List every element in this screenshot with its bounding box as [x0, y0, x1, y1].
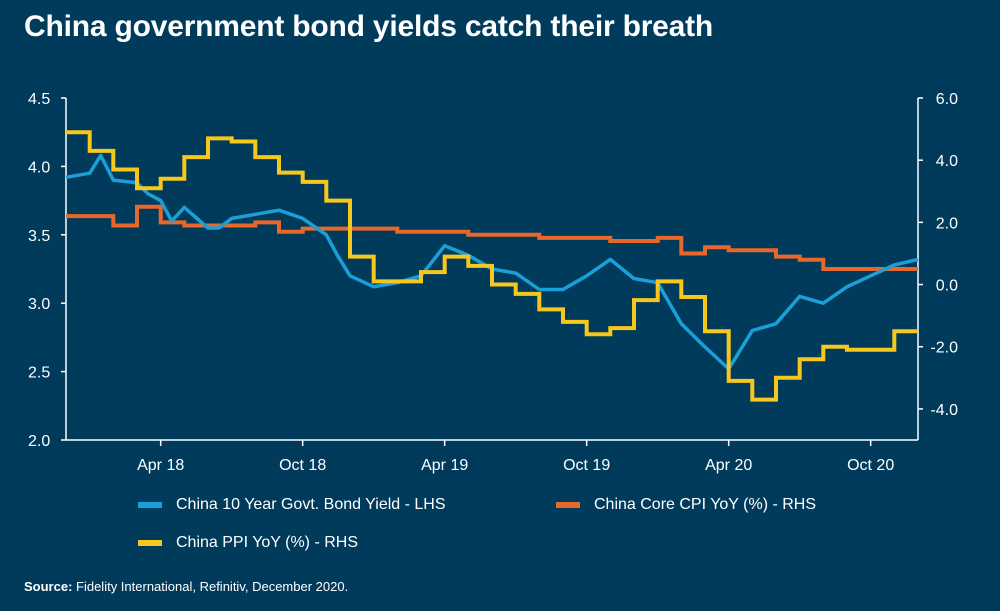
source-label: Source:: [24, 579, 73, 594]
y-right-tick-label: 2.0: [936, 215, 958, 232]
y-left-tick-label: 2.0: [28, 433, 50, 450]
y-right-tick-label: -2.0: [930, 340, 958, 357]
x-tick-label: Oct 19: [563, 457, 610, 474]
source-text: Fidelity International, Refinitiv, Decem…: [72, 579, 349, 594]
legend-swatch-cpi: [556, 502, 580, 508]
source-note: Source: Fidelity International, Refiniti…: [24, 579, 348, 594]
x-tick-label: Apr 20: [705, 457, 752, 474]
chart-ticks: 4.5 4.0 3.5 3.0 2.5 2.0 6.0 4.0 2.0 0.0 -2.0 -4.0 Ap…: [28, 91, 958, 474]
legend-item-bond: China 10 Year Govt. Bond Yield - LHS: [138, 496, 446, 514]
legend-item-ppi: China PPI YoY (%) - RHS: [138, 534, 358, 552]
y-left-tick-label: 4.0: [28, 159, 50, 176]
x-tick-label: Oct 20: [847, 457, 894, 474]
x-tick-label: Apr 18: [137, 457, 184, 474]
legend-label-bond: China 10 Year Govt. Bond Yield - LHS: [176, 496, 446, 513]
legend-label-ppi: China PPI YoY (%) - RHS: [176, 534, 359, 551]
x-tick-label: Oct 18: [279, 457, 326, 474]
y-right-tick-label: 0.0: [936, 278, 958, 295]
series-line-core-cpi: [66, 204, 918, 271]
y-left-tick-label: 2.5: [28, 365, 50, 382]
legend-swatch-ppi: [138, 540, 162, 546]
legend-label-cpi: China Core CPI YoY (%) - RHS: [594, 496, 817, 513]
y-right-tick-label: 6.0: [936, 91, 958, 108]
y-left-tick-label: 3.0: [28, 296, 50, 313]
y-right-tick-label: -4.0: [930, 402, 958, 419]
series-line-ppi: [66, 130, 918, 402]
y-left-tick-label: 3.5: [28, 228, 50, 245]
x-tick-label: Apr 19: [421, 457, 468, 474]
legend-swatch-bond: [138, 502, 162, 508]
series-line-bond-yield: [65, 153, 919, 371]
chart-series: [65, 130, 919, 402]
chart-title: China government bond yields catch their…: [24, 10, 714, 43]
legend-item-cpi: China Core CPI YoY (%) - RHS: [556, 496, 816, 514]
y-right-tick-label: 4.0: [936, 153, 958, 170]
y-left-tick-label: 4.5: [28, 91, 50, 108]
